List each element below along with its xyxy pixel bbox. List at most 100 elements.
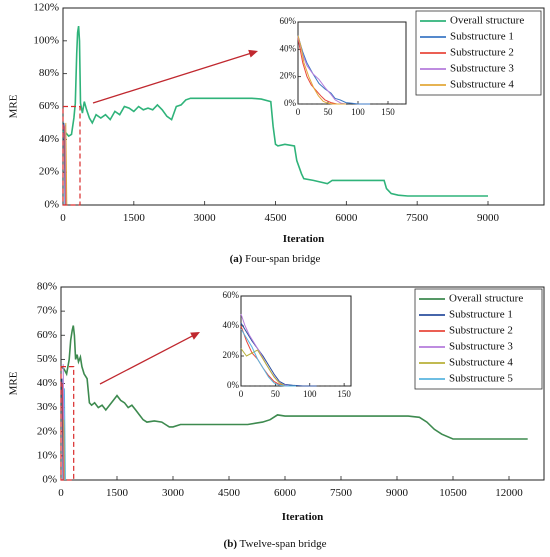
legend-label: Overall structure	[449, 293, 523, 305]
series-line-substructure-start	[63, 388, 66, 481]
legend-label: Overall structure	[450, 15, 524, 27]
inset-series-line-4	[297, 35, 346, 105]
x-tick-label: 1500	[123, 212, 146, 224]
caption-text: Twelve-span bridge	[237, 538, 327, 550]
x-tick-label: 6000	[274, 487, 297, 499]
legend-label: Substructure 4	[450, 79, 514, 91]
y-tick-label: 100%	[33, 34, 59, 46]
x-tick-label: 7500	[406, 212, 429, 224]
series-line-substructure-start	[64, 126, 67, 206]
figure-caption: (a) Four-span bridge	[230, 253, 321, 265]
y-axis-label: MRE	[8, 94, 20, 118]
zoom-arrow-line	[92, 52, 251, 104]
series-line-overall	[62, 25, 488, 197]
y-tick-label: 60%	[39, 100, 59, 112]
legend-label: Substructure 1	[449, 309, 513, 321]
y-tick-label: 20%	[39, 166, 59, 178]
inset-x-tick-label: 100	[303, 389, 317, 399]
inset-y-tick-label: 40%	[223, 320, 240, 330]
series-line-substructure-start	[63, 122, 66, 206]
zoom-arrow-head	[248, 49, 258, 58]
y-tick-label: 0%	[42, 474, 57, 486]
legend: Overall structure Substructure 1 Substruct…	[415, 10, 542, 96]
caption-text: Four-span bridge	[242, 253, 320, 265]
inset-y-tick-label: 60%	[223, 290, 240, 300]
x-axis-label: Iteration	[282, 511, 324, 523]
inset-series-line-5	[240, 328, 296, 387]
y-tick-label: 10%	[37, 449, 57, 461]
legend-label: Substructure 2	[449, 325, 513, 337]
series-line-substructure-start	[61, 378, 64, 481]
inset-y-tick-label: 60%	[280, 16, 297, 26]
inset-series-line-1	[297, 35, 370, 105]
y-tick-label: 20%	[37, 425, 57, 437]
figure-caption: (b) Twelve-span bridge	[224, 538, 327, 550]
y-tick-label: 40%	[37, 377, 57, 389]
y-tick-label: 40%	[39, 133, 59, 145]
legend-label: Substructure 2	[450, 47, 514, 59]
y-tick-label: 70%	[37, 305, 57, 317]
x-tick-label: 3000	[194, 212, 217, 224]
inset-x-tick-label: 50	[271, 389, 281, 399]
x-tick-label: 4500	[265, 212, 288, 224]
inset-series-line-2	[297, 38, 346, 105]
y-tick-label: 80%	[39, 67, 59, 79]
x-tick-label: 0	[58, 487, 64, 499]
x-tick-label: 1500	[106, 487, 129, 499]
y-tick-label: 30%	[37, 401, 57, 413]
inset-y-tick-label: 40%	[280, 43, 297, 53]
inset-chart: 0% 20% 40% 60% 0 50 100 150	[223, 290, 352, 399]
x-tick-label: 10500	[439, 487, 467, 499]
zoom-region-box	[60, 366, 75, 481]
y-tick-label: 80%	[37, 281, 57, 293]
chart-four-span: 0%20%40%60%80%100%120%0 1500 3000 4500 6000 7…	[8, 2, 545, 265]
inset-x-tick-label: 100	[351, 107, 365, 117]
caption-label: (a)	[230, 253, 243, 265]
inset-x-tick-label: 0	[296, 107, 301, 117]
legend-label: Substructure 3	[450, 63, 514, 75]
inset-series-line-4	[240, 348, 296, 387]
x-tick-label: 0	[60, 212, 66, 224]
inset-frame	[297, 21, 407, 105]
x-tick-label: 3000	[162, 487, 185, 499]
x-axis-label: Iteration	[283, 233, 325, 245]
chart-twelve-span: 0%10%20%30%40%50%60%70%80%0 1500 3000 4500 6…	[8, 281, 545, 550]
legend-label: Substructure 5	[449, 373, 513, 385]
x-tick-label: 7500	[330, 487, 353, 499]
legend: Overall structure Substructure 1 Substruct…	[414, 288, 543, 390]
inset-y-tick-label: 20%	[223, 350, 240, 360]
inset-y-tick-label: 0%	[284, 98, 297, 108]
series-line-substructure-start	[63, 419, 66, 481]
inset-series-line-1	[240, 322, 317, 387]
inset-chart: 0% 20% 40% 60% 0 50 100 150	[280, 16, 407, 117]
x-tick-label: 6000	[335, 212, 358, 224]
x-tick-label: 9000	[386, 487, 409, 499]
series-line-substructure-start	[62, 383, 65, 481]
inset-frame	[240, 295, 352, 387]
zoom-region-box	[62, 105, 81, 206]
inset-series-line-3	[297, 36, 347, 105]
series-line-substructure-start	[65, 122, 68, 206]
y-tick-label: 0%	[44, 199, 59, 211]
zoom-arrow-head	[190, 332, 200, 340]
legend-label: Substructure 3	[449, 341, 513, 353]
series-line-substructure-start	[64, 124, 67, 206]
y-tick-label: 50%	[37, 353, 57, 365]
inset-x-tick-label: 0	[239, 389, 244, 399]
inset-y-tick-label: 0%	[227, 380, 240, 390]
series-line-overall	[60, 325, 528, 440]
y-axis-label: MRE	[8, 371, 20, 395]
legend-label: Substructure 4	[449, 357, 513, 369]
inset-x-tick-label: 50	[324, 107, 334, 117]
y-tick-label: 60%	[37, 329, 57, 341]
zoom-arrow-line	[99, 335, 194, 385]
inset-x-tick-label: 150	[381, 107, 395, 117]
y-tick-label: 120%	[33, 2, 59, 14]
legend-label: Substructure 1	[450, 31, 514, 43]
inset-y-tick-label: 20%	[280, 71, 297, 81]
caption-label: (b)	[224, 538, 238, 550]
legend-frame	[414, 288, 543, 390]
x-tick-label: 12000	[495, 487, 523, 499]
x-tick-label: 9000	[477, 212, 500, 224]
